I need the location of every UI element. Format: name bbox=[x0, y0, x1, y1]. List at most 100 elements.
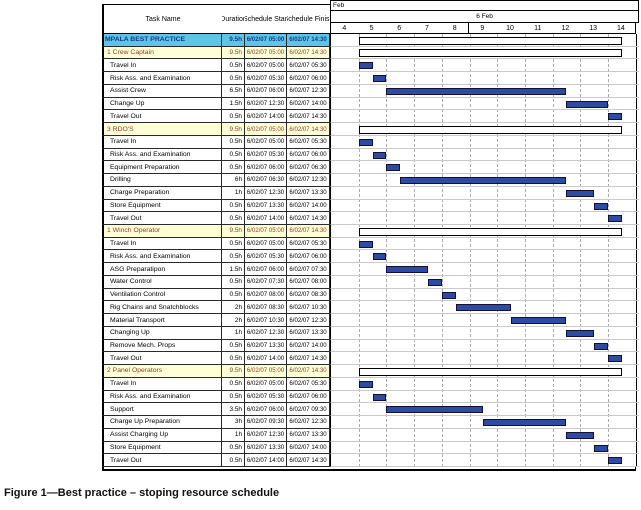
gantt-summary-bar bbox=[358, 36, 622, 45]
task-name-cell: Equipment Preparation bbox=[102, 161, 222, 175]
chart-row-area bbox=[330, 403, 639, 417]
schedule-finish-cell: 6/02/07 12:30 bbox=[287, 416, 330, 429]
summary-row: 2 Panel Operators 9.5h 6/02/07 05:00 6/02/0… bbox=[102, 365, 639, 378]
gantt-task-bar bbox=[594, 202, 608, 210]
gantt-task-bar bbox=[455, 304, 512, 312]
task-row: Risk Ass. and Examination 0.5h 6/02/07 05:… bbox=[102, 148, 639, 162]
schedule-finish-cell: 6/02/07 06:00 bbox=[287, 72, 330, 85]
duration-cell: 0.5h bbox=[222, 454, 245, 467]
task-row: Assist Charging Up 1h 6/02/07 12:30 6/02/07… bbox=[102, 428, 639, 442]
task-name-cell: Store Equipment bbox=[102, 199, 222, 213]
duration-cell: 0.5h bbox=[222, 161, 245, 175]
duration-cell: 0.5h bbox=[222, 59, 245, 73]
task-name-cell: 3 RDO'S bbox=[102, 123, 222, 136]
task-name-cell: Ventilation Control bbox=[102, 288, 222, 302]
gantt-chart: Task Name Duration Schedule Start Schedu… bbox=[102, 0, 639, 472]
schedule-finish-cell: 6/02/07 14:30 bbox=[287, 110, 330, 124]
schedule-start-cell: 6/02/07 13:30 bbox=[245, 199, 287, 213]
chart-row-area bbox=[330, 416, 639, 429]
schedule-finish-cell: 6/02/07 05:30 bbox=[287, 237, 330, 251]
chart-row-area bbox=[330, 199, 639, 213]
task-name-cell: Material Transport bbox=[102, 314, 222, 327]
chart-row-area bbox=[330, 97, 639, 111]
schedule-finish-cell: 6/02/07 14:30 bbox=[287, 123, 330, 136]
chart-row-area bbox=[330, 46, 639, 60]
task-name-cell: Drilling bbox=[102, 174, 222, 187]
task-row: Drilling 6h 6/02/07 06:30 6/02/07 12:30 bbox=[102, 174, 639, 187]
duration-cell: 6.5h bbox=[222, 84, 245, 98]
duration-cell: 9.5h bbox=[222, 123, 245, 136]
chart-row-area bbox=[330, 237, 639, 251]
schedule-start-cell: 6/02/07 05:00 bbox=[245, 377, 287, 391]
hour-gridline bbox=[497, 34, 499, 467]
schedule-start-cell: 6/02/07 05:30 bbox=[245, 390, 287, 404]
duration-cell: 6h bbox=[222, 174, 245, 187]
schedule-finish-cell: 6/02/07 12:30 bbox=[287, 314, 330, 327]
hour-tick-label: 11 bbox=[523, 22, 553, 34]
task-row: Ventilation Control 0.5h 6/02/07 08:00 6/02… bbox=[102, 288, 639, 302]
summary-row: 1 Winch Operator 9.5h 6/02/07 05:00 6/02/07… bbox=[102, 225, 639, 238]
task-name-cell: Travel In bbox=[102, 377, 222, 391]
chart-gridlines bbox=[331, 34, 637, 467]
hour-tick-label: 12 bbox=[551, 22, 581, 34]
chart-row-area bbox=[330, 123, 639, 136]
task-row: Store Equipment 0.5h 6/02/07 13:30 6/02/07 … bbox=[102, 441, 639, 455]
summary-row: 3 RDO'S 9.5h 6/02/07 05:00 6/02/07 14:30 bbox=[102, 123, 639, 136]
chart-row-area bbox=[330, 377, 639, 391]
duration-cell: 9.5h bbox=[222, 225, 245, 238]
task-row: Travel In 0.5h 6/02/07 05:00 6/02/07 05:30 bbox=[102, 377, 639, 391]
schedule-finish-cell: 6/02/07 09:30 bbox=[287, 403, 330, 417]
task-name-cell: Support bbox=[102, 403, 222, 417]
hour-gridline bbox=[524, 34, 526, 467]
task-name-cell: Changing Up bbox=[102, 326, 222, 340]
schedule-start-cell: 6/02/07 05:00 bbox=[245, 365, 287, 378]
chart-row-area bbox=[330, 339, 639, 353]
chart-row-area bbox=[330, 174, 639, 187]
schedule-finish-cell: 6/02/07 14:00 bbox=[287, 339, 330, 353]
gantt-task-bar bbox=[372, 393, 387, 401]
schedule-finish-cell: 6/02/07 13:30 bbox=[287, 326, 330, 340]
task-name-cell: Rig Chains and Snatchblocks bbox=[102, 301, 222, 315]
schedule-start-cell: 6/02/07 08:00 bbox=[245, 288, 287, 302]
gantt-task-bar bbox=[386, 406, 484, 414]
task-name-cell: Charge Preparation bbox=[102, 186, 222, 200]
chart-row-area bbox=[330, 263, 639, 276]
schedule-start-cell: 6/02/07 10:30 bbox=[245, 314, 287, 327]
task-name-cell: Travel Out bbox=[102, 454, 222, 467]
hour-tick-label: 13 bbox=[579, 22, 608, 34]
gantt-task-bar bbox=[358, 138, 373, 146]
chart-row-area bbox=[330, 34, 639, 47]
schedule-start-cell: 6/02/07 05:30 bbox=[245, 250, 287, 264]
schedule-start-cell: 6/02/07 13:30 bbox=[245, 339, 287, 353]
hour-tick-label: 9 bbox=[468, 22, 498, 34]
schedule-finish-cell: 6/02/07 14:00 bbox=[287, 97, 330, 111]
chart-row-area bbox=[330, 135, 639, 149]
hour-gridline bbox=[552, 34, 554, 467]
schedule-finish-cell: 6/02/07 12:30 bbox=[287, 174, 330, 187]
task-row: Charge Preparation 1h 6/02/07 12:30 6/02/07… bbox=[102, 186, 639, 200]
task-row: Travel Out 0.5h 6/02/07 14:00 6/02/07 14:30 bbox=[102, 110, 639, 124]
column-header-task-name: Task Name bbox=[102, 4, 223, 34]
column-header-schedule-finish: Schedule Finish bbox=[287, 4, 331, 34]
task-name-cell: Travel In bbox=[102, 135, 222, 149]
chart-row-area bbox=[330, 428, 639, 442]
chart-row-area bbox=[330, 212, 639, 226]
chart-row-area bbox=[330, 161, 639, 175]
hour-gridline bbox=[414, 34, 416, 467]
schedule-finish-cell: 6/02/07 06:00 bbox=[287, 148, 330, 162]
task-row: Travel Out 0.5h 6/02/07 14:00 6/02/07 14:30 bbox=[102, 212, 639, 226]
schedule-finish-cell: 6/02/07 06:30 bbox=[287, 161, 330, 175]
task-row: Travel Out 0.5h 6/02/07 14:00 6/02/07 14:30 bbox=[102, 454, 639, 467]
chart-row-area bbox=[330, 441, 639, 455]
hour-tick-label: 10 bbox=[496, 22, 525, 34]
hour-gridline bbox=[580, 34, 582, 467]
schedule-start-cell: 6/02/07 12:30 bbox=[245, 97, 287, 111]
schedule-start-cell: 6/02/07 06:00 bbox=[245, 403, 287, 417]
schedule-finish-cell: 6/02/07 06:00 bbox=[287, 250, 330, 264]
duration-cell: 0.5h bbox=[222, 135, 245, 149]
hour-tick-label: 6 bbox=[385, 22, 415, 34]
schedule-finish-cell: 6/02/07 07:30 bbox=[287, 263, 330, 276]
gantt-task-bar bbox=[372, 151, 387, 159]
duration-cell: 0.5h bbox=[222, 237, 245, 251]
gantt-task-bar bbox=[386, 266, 428, 274]
